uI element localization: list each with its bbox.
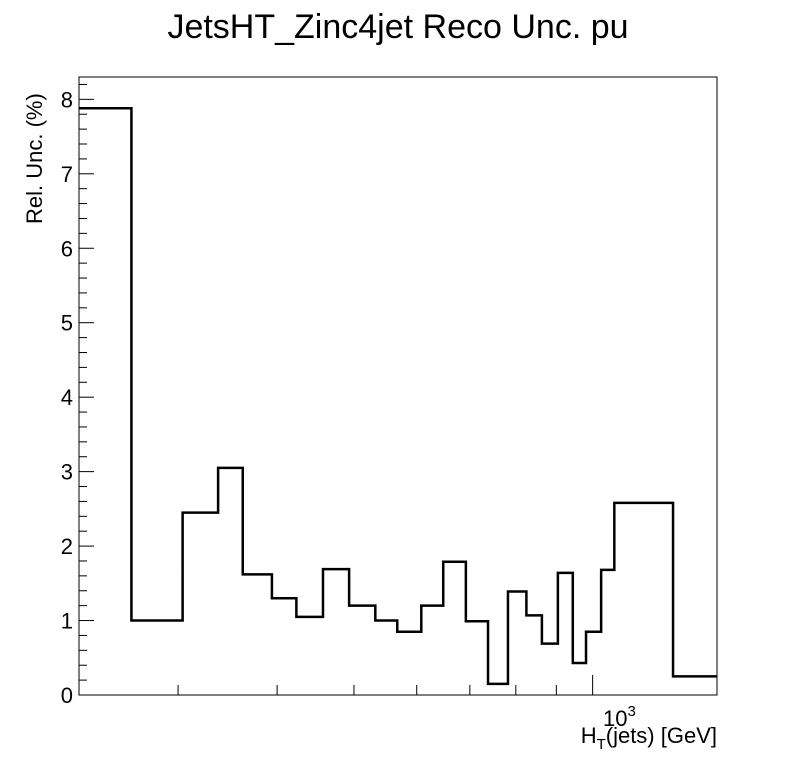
histogram-series xyxy=(79,107,717,686)
chart-title: JetsHT_Zinc4jet Reco Unc. pu xyxy=(167,8,628,46)
y-tick-label: 2 xyxy=(61,534,73,559)
y-tick-label: 1 xyxy=(61,609,73,634)
y-tick-label: 5 xyxy=(61,311,73,336)
y-tick-label: 6 xyxy=(61,236,73,261)
y-tick-label: 0 xyxy=(61,683,73,708)
y-axis-label: Rel. Unc. (%) xyxy=(22,93,47,224)
y-tick-label: 7 xyxy=(61,162,73,187)
plot-frame xyxy=(78,76,718,696)
x-axis-ticks xyxy=(177,675,594,695)
x-axis-label: HT(jets) [GeV] xyxy=(581,723,717,753)
x-tick-label-1000: 103 xyxy=(603,703,636,731)
y-tick-label: 4 xyxy=(61,385,73,410)
y-tick-label: 8 xyxy=(61,87,73,112)
y-axis-ticks: 0 1 2 3 4 5 6 7 8 xyxy=(61,83,94,708)
y-tick-label: 3 xyxy=(61,460,73,485)
